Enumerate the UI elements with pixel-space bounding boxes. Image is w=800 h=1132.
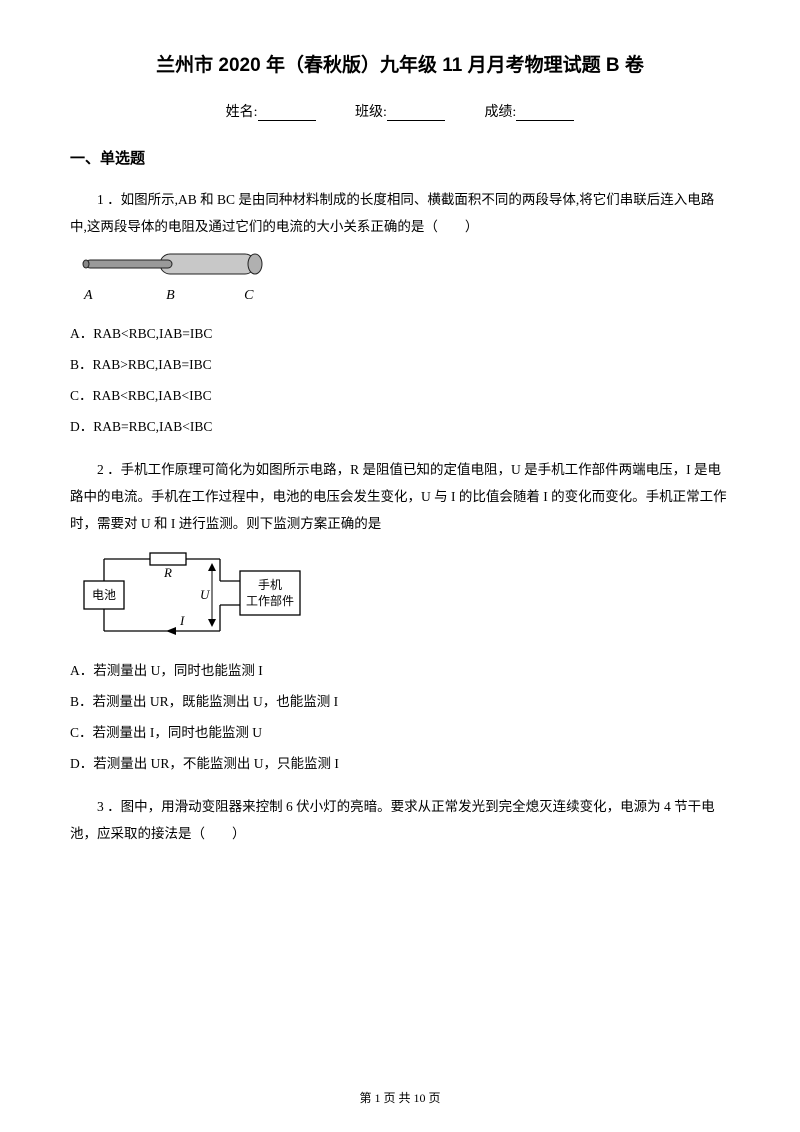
- footer-prefix: 第: [359, 1091, 374, 1105]
- circuit-phone-label1: 手机: [258, 578, 282, 592]
- exam-title: 兰州市 2020 年（春秋版）九年级 11 月月考物理试题 B 卷: [70, 50, 730, 77]
- q1-options: A．RAB<RBC,IAB=IBC B．RAB>RBC,IAB=IBC C．RA…: [70, 320, 730, 440]
- q1-figure: A B C: [80, 248, 730, 310]
- q2-text: 2 ．手机工作原理可简化为如图所示电路，R 是阻值已知的定值电阻，U 是手机工作…: [70, 456, 730, 537]
- q1-option-D: D．RAB=RBC,IAB<IBC: [70, 413, 730, 440]
- q1-label-B: B: [166, 282, 175, 310]
- q1-body: 如图所示,AB 和 BC 是由同种材料制成的长度相同、横截面积不同的两段导体,将…: [70, 192, 714, 234]
- q1-option-A: A．RAB<RBC,IAB=IBC: [70, 320, 730, 347]
- footer-mid: 页 共: [380, 1091, 413, 1105]
- q3-body: 图中，用滑动变阻器来控制 6 伏小灯的亮暗。要求从正常发光到完全熄灭连续变化，电…: [70, 799, 715, 841]
- name-label: 姓名:: [226, 105, 258, 120]
- footer-suffix: 页: [426, 1091, 441, 1105]
- q1-text: 1 ．如图所示,AB 和 BC 是由同种材料制成的长度相同、横截面积不同的两段导…: [70, 186, 730, 240]
- conductor-diagram: [80, 248, 270, 280]
- q1-option-B: B．RAB>RBC,IAB=IBC: [70, 351, 730, 378]
- circuit-phone-label2: 工作部件: [246, 593, 294, 608]
- circuit-battery-label: 电池: [92, 588, 116, 602]
- footer-page-total: 10: [414, 1091, 426, 1105]
- score-label: 成绩:: [484, 105, 516, 120]
- student-info-line: 姓名: 班级: 成绩:: [70, 101, 730, 121]
- q2-option-B: B．若测量出 UR，既能监测出 U，也能监测 I: [70, 688, 730, 715]
- name-blank: [258, 106, 316, 121]
- q2-option-D: D．若测量出 UR，不能监测出 U，只能监测 I: [70, 750, 730, 777]
- question-1: 1 ．如图所示,AB 和 BC 是由同种材料制成的长度相同、横截面积不同的两段导…: [70, 186, 730, 440]
- q3-number: 3 ．: [97, 799, 121, 814]
- q2-body: 手机工作原理可简化为如图所示电路，R 是阻值已知的定值电阻，U 是手机工作部件两…: [70, 462, 727, 531]
- q2-number: 2 ．: [97, 462, 121, 477]
- class-blank: [387, 106, 445, 121]
- q2-options: A．若测量出 U，同时也能监测 I B．若测量出 UR，既能监测出 U，也能监测…: [70, 657, 730, 777]
- circuit-diagram: 电池 R 手机 工作部件: [80, 545, 310, 645]
- q1-option-C: C．RAB<RBC,IAB<IBC: [70, 382, 730, 409]
- circuit-U-label: U: [200, 587, 211, 602]
- circuit-I-label: I: [179, 613, 185, 628]
- q1-number: 1 ．: [97, 192, 121, 207]
- question-2: 2 ．手机工作原理可简化为如图所示电路，R 是阻值已知的定值电阻，U 是手机工作…: [70, 456, 730, 777]
- q3-text: 3 ．图中，用滑动变阻器来控制 6 伏小灯的亮暗。要求从正常发光到完全熄灭连续变…: [70, 793, 730, 847]
- class-label: 班级:: [355, 105, 387, 120]
- q1-label-A: A: [84, 282, 93, 310]
- circuit-R-label: R: [163, 565, 172, 580]
- q2-figure: 电池 R 手机 工作部件: [70, 545, 730, 645]
- question-3: 3 ．图中，用滑动变阻器来控制 6 伏小灯的亮暗。要求从正常发光到完全熄灭连续变…: [70, 793, 730, 847]
- q2-option-A: A．若测量出 U，同时也能监测 I: [70, 657, 730, 684]
- q2-option-C: C．若测量出 I，同时也能监测 U: [70, 719, 730, 746]
- section-heading-1: 一、单选题: [70, 147, 730, 168]
- score-blank: [516, 106, 574, 121]
- page-footer: 第 1 页 共 10 页: [0, 1089, 800, 1106]
- q1-label-C: C: [244, 282, 253, 310]
